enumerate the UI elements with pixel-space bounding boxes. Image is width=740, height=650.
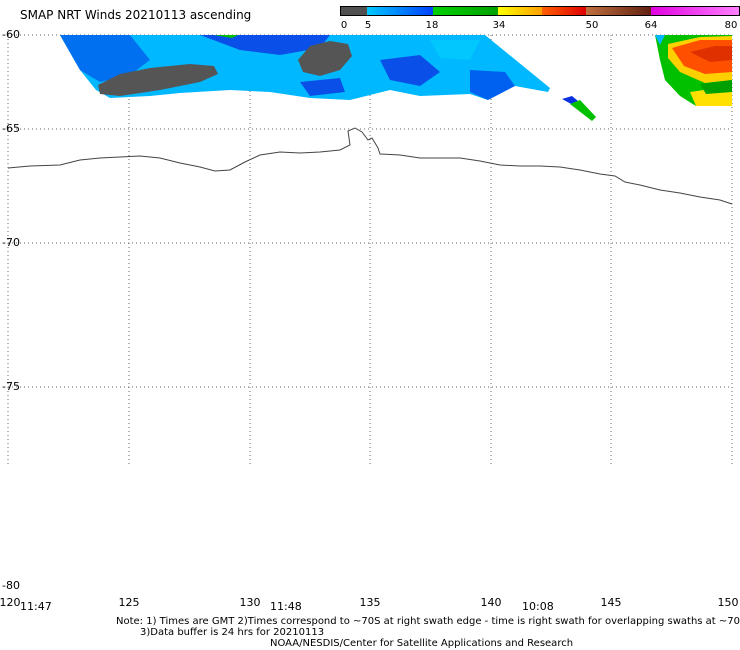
- latitude-label: -80: [2, 579, 20, 592]
- swath-time: 11:47: [20, 600, 52, 613]
- latitude-label: -75: [2, 380, 20, 393]
- legend-color-bar: [340, 6, 740, 16]
- longitude-label: 140: [480, 596, 502, 609]
- wind-swath-west: [60, 35, 596, 121]
- latitude-label: -65: [2, 122, 20, 135]
- legend-tick: 0: [340, 20, 348, 31]
- graticule: [7, 34, 733, 465]
- legend-tick: 50: [585, 20, 599, 31]
- antarctic-coastline: [7, 127, 733, 205]
- note-line: Note: 1) Times are GMT 2)Times correspon…: [116, 616, 740, 627]
- note-line: 3)Data buffer is 24 hrs for 20210113: [140, 627, 325, 638]
- credit-line: NOAA/NESDIS/Center for Satellite Applica…: [270, 638, 574, 649]
- legend-tick: 5: [364, 20, 372, 31]
- legend-tick: 64: [644, 20, 658, 31]
- longitude-label: 135: [359, 596, 381, 609]
- legend-tick: 18: [425, 20, 439, 31]
- longitude-label: 130: [239, 596, 261, 609]
- latitude-label: -70: [2, 236, 20, 249]
- latitude-label: -60: [2, 28, 20, 41]
- longitude-label: 120: [0, 596, 21, 609]
- legend-tick: 80: [724, 20, 738, 31]
- longitude-label: 145: [600, 596, 622, 609]
- legend-tick: 34: [492, 20, 506, 31]
- longitude-label: 150: [717, 596, 739, 609]
- longitude-label: 125: [118, 596, 140, 609]
- map-title: SMAP NRT Winds 20210113 ascending: [20, 8, 252, 22]
- swath-time: 10:08: [522, 600, 554, 613]
- swath-time: 11:48: [270, 600, 302, 613]
- wind-swath-east: [655, 35, 732, 106]
